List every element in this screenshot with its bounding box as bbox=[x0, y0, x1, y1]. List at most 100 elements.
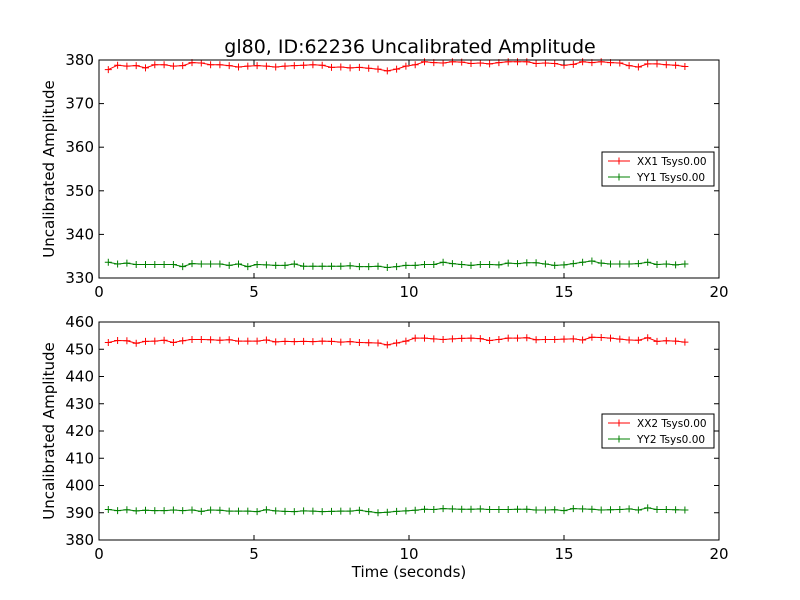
data-point-marker bbox=[179, 263, 187, 271]
x-tick-label: 20 bbox=[709, 283, 728, 301]
data-point-marker bbox=[216, 506, 224, 514]
data-point-marker bbox=[309, 338, 317, 346]
data-point-marker bbox=[495, 335, 503, 343]
data-point-marker bbox=[337, 338, 345, 346]
data-point-marker bbox=[281, 261, 289, 269]
data-point-marker bbox=[467, 59, 475, 67]
data-point-marker bbox=[579, 505, 587, 513]
y-tick-label: 380 bbox=[65, 51, 94, 69]
data-point-marker bbox=[346, 338, 354, 346]
data-point-marker bbox=[365, 64, 373, 72]
data-point-marker bbox=[179, 337, 187, 345]
data-point-marker bbox=[476, 335, 484, 343]
y-tick-label: 420 bbox=[65, 422, 94, 440]
data-point-marker bbox=[662, 505, 670, 513]
data-point-marker bbox=[495, 261, 503, 269]
data-point-marker bbox=[588, 333, 596, 341]
data-point-marker bbox=[374, 65, 382, 73]
y-tick-label: 460 bbox=[65, 313, 94, 331]
data-point-marker bbox=[151, 337, 159, 345]
data-point-marker bbox=[365, 339, 373, 347]
data-point-marker bbox=[514, 334, 521, 342]
y-tick-label: 440 bbox=[65, 368, 94, 386]
data-point-marker bbox=[235, 63, 242, 71]
data-point-marker bbox=[597, 334, 605, 342]
data-point-marker bbox=[532, 259, 540, 267]
data-point-marker bbox=[551, 59, 559, 67]
data-point-marker bbox=[541, 260, 549, 268]
y-axis-label: Uncalibrated Amplitude bbox=[40, 80, 58, 257]
data-point-marker bbox=[235, 507, 242, 515]
y-tick-label: 400 bbox=[65, 477, 94, 495]
data-point-marker bbox=[597, 259, 605, 267]
data-point-marker bbox=[225, 261, 233, 269]
data-point-marker bbox=[355, 63, 363, 71]
data-point-marker bbox=[523, 334, 531, 342]
data-point-marker bbox=[290, 62, 298, 70]
data-point-marker bbox=[672, 61, 680, 69]
data-point-marker bbox=[402, 62, 410, 70]
data-point-marker bbox=[579, 58, 587, 66]
data-point-marker bbox=[625, 260, 633, 268]
data-point-marker bbox=[662, 337, 670, 345]
data-point-marker bbox=[653, 60, 661, 68]
legend-entry-label: YY2 Tsys0.00 bbox=[636, 434, 705, 446]
data-point-marker bbox=[560, 335, 568, 343]
legend-box bbox=[601, 413, 715, 449]
data-point-marker bbox=[151, 61, 159, 69]
data-point-marker bbox=[374, 339, 382, 347]
data-point-marker bbox=[458, 260, 466, 268]
data-point-marker bbox=[439, 505, 447, 513]
data-point-marker bbox=[244, 337, 252, 345]
data-point-marker bbox=[616, 260, 624, 268]
data-point-marker bbox=[625, 336, 633, 344]
data-point-marker bbox=[560, 507, 568, 515]
data-point-marker bbox=[634, 336, 642, 344]
data-point-marker bbox=[142, 260, 149, 268]
data-point-marker bbox=[644, 60, 652, 68]
data-point-marker bbox=[421, 334, 428, 342]
data-point-marker bbox=[318, 508, 326, 516]
data-point-marker bbox=[365, 263, 373, 271]
data-point-marker bbox=[253, 337, 261, 345]
data-point-marker bbox=[467, 334, 475, 342]
data-point-marker bbox=[132, 339, 140, 347]
data-point-marker bbox=[114, 337, 122, 345]
data-point-marker bbox=[523, 58, 531, 66]
data-point-marker bbox=[207, 336, 215, 344]
data-point-marker bbox=[346, 64, 354, 72]
data-point-marker bbox=[262, 336, 270, 344]
data-point-marker bbox=[318, 337, 326, 345]
legend-entry-label: XX1 Tsys0.00 bbox=[637, 156, 707, 168]
data-point-marker bbox=[597, 506, 605, 514]
data-point-marker bbox=[114, 260, 122, 268]
x-tick-label: 15 bbox=[554, 283, 573, 301]
data-point-marker bbox=[653, 505, 661, 513]
data-point-marker bbox=[448, 58, 456, 66]
data-point-marker bbox=[421, 505, 428, 513]
data-point-marker bbox=[634, 260, 642, 268]
data-point-marker bbox=[532, 59, 540, 67]
data-point-marker bbox=[393, 263, 401, 271]
y-tick-label: 430 bbox=[65, 395, 94, 413]
data-point-marker bbox=[374, 262, 382, 270]
y-tick-label: 330 bbox=[65, 269, 94, 287]
data-point-marker bbox=[142, 337, 149, 345]
data-point-marker bbox=[179, 507, 187, 515]
data-point-marker bbox=[495, 505, 503, 513]
y-tick-label: 410 bbox=[65, 449, 94, 467]
data-point-marker bbox=[272, 338, 280, 346]
data-point-marker bbox=[169, 62, 177, 70]
data-point-marker bbox=[160, 260, 168, 268]
data-point-marker bbox=[300, 507, 308, 515]
data-point-marker bbox=[318, 61, 326, 69]
data-point-marker bbox=[616, 335, 624, 343]
data-point-marker bbox=[207, 61, 215, 69]
data-point-marker bbox=[625, 505, 633, 513]
data-point-marker bbox=[504, 259, 512, 267]
data-point-marker bbox=[448, 505, 456, 513]
data-point-marker bbox=[634, 506, 642, 514]
data-point-marker bbox=[253, 62, 261, 70]
data-point-marker bbox=[346, 507, 354, 515]
